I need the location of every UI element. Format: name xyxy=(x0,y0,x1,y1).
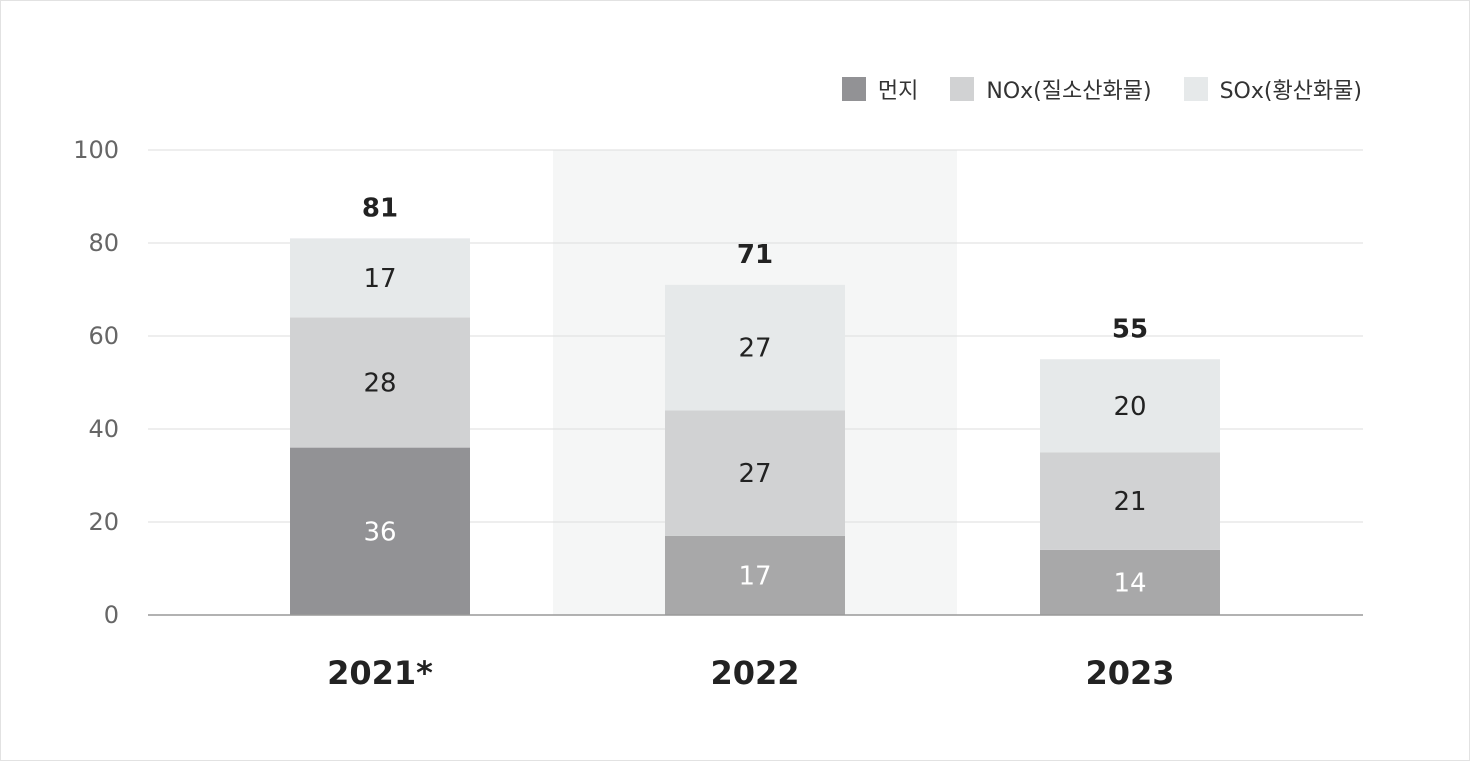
data-label: 21 xyxy=(1113,487,1146,517)
data-label: 20 xyxy=(1113,392,1146,422)
legend-label-sox: SOx(황산화물) xyxy=(1219,79,1362,104)
bar-segment-sox xyxy=(290,238,470,318)
data-label: 17 xyxy=(738,561,771,591)
data-label: 27 xyxy=(738,334,771,364)
chart-legend: 먼지 NOx(질소산화물) SOx(황산화물) xyxy=(810,73,1362,105)
bar-segment-sox xyxy=(665,284,845,411)
y-tick-label: 0 xyxy=(104,601,119,629)
data-label: 27 xyxy=(738,459,771,489)
bar-segment-nox xyxy=(665,410,845,536)
y-tick-label: 80 xyxy=(88,229,119,257)
y-tick-label: 20 xyxy=(88,508,119,536)
bar-segment-dust xyxy=(290,447,470,615)
y-tick-label: 40 xyxy=(88,415,119,443)
bar-segment-nox xyxy=(290,317,470,448)
legend-item-dust: 먼지 xyxy=(841,73,919,105)
legend-swatch-sox xyxy=(1183,77,1208,101)
x-category-label: 2022 xyxy=(710,654,799,692)
bar-segment-sox xyxy=(1040,359,1220,453)
data-label: 36 xyxy=(363,517,396,547)
bar-segment-nox xyxy=(1040,452,1220,550)
x-category-label: 2023 xyxy=(1085,654,1174,692)
legend-label-dust: 먼지 xyxy=(877,79,919,104)
total-label: 71 xyxy=(737,240,773,270)
x-category-label: 2021* xyxy=(327,654,433,692)
legend-swatch-nox xyxy=(950,77,975,101)
bar-segment-dust xyxy=(1040,549,1220,615)
legend-item-sox: SOx(황산화물) xyxy=(1183,73,1362,105)
bar-segment-dust xyxy=(665,535,845,615)
total-label: 81 xyxy=(362,193,398,223)
data-label: 14 xyxy=(1113,568,1146,598)
legend-swatch-dust xyxy=(841,77,866,101)
y-tick-label: 100 xyxy=(73,136,119,164)
y-tick-label: 60 xyxy=(88,322,119,350)
legend-label-nox: NOx(질소산화물) xyxy=(986,79,1152,104)
legend-item-nox: NOx(질소산화물) xyxy=(950,73,1152,105)
data-label: 28 xyxy=(363,369,396,399)
total-label: 55 xyxy=(1112,314,1148,344)
data-label: 17 xyxy=(363,264,396,294)
